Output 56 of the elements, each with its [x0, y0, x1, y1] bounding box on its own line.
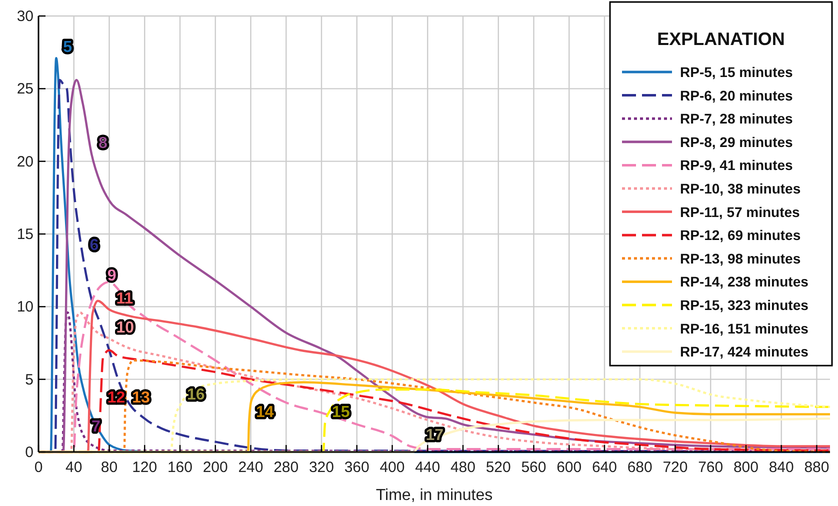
x-tick-label: 640 — [592, 459, 618, 476]
x-tick-label: 360 — [344, 459, 370, 476]
x-axis-title: Time, in minutes — [376, 487, 493, 504]
x-tick-label: 520 — [486, 459, 511, 476]
y-tick-label: 10 — [16, 298, 34, 316]
y-tick-label: 20 — [16, 153, 34, 170]
annotation: 11 — [116, 290, 134, 308]
legend-label: RP-10, 38 minutes — [680, 180, 801, 196]
annotation: 14 — [256, 404, 274, 421]
x-tick-label: 400 — [380, 459, 405, 476]
x-tick-label: 840 — [768, 459, 794, 476]
legend-label: RP-6, 20 minutes — [680, 87, 794, 104]
annotation: 10 — [116, 320, 134, 337]
y-tick-label: 30 — [16, 8, 34, 25]
annotation: 15 — [332, 404, 350, 421]
x-tick-label: 720 — [662, 459, 688, 476]
legend-label: RP-17, 424 minutes — [680, 344, 809, 360]
legend-label: RP-5, 15 minutes — [680, 64, 794, 80]
annotation: 6 — [90, 236, 99, 254]
x-tick-label: 80 — [100, 459, 118, 476]
y-tick-label: 5 — [25, 371, 34, 388]
legend-label: RP-7, 28 minutes — [680, 110, 794, 127]
y-tick-label: 25 — [16, 80, 34, 98]
legend-title: EXPLANATION — [657, 29, 785, 49]
legend-label: RP-15, 323 minutes — [680, 297, 809, 313]
x-tick-label: 680 — [627, 459, 652, 476]
x-tick-label: 600 — [556, 459, 582, 476]
x-tick-label: 560 — [521, 459, 546, 476]
legend-label: RP-9, 41 minutes — [680, 157, 794, 174]
annotation: 9 — [107, 267, 116, 284]
y-tick-label: 0 — [25, 444, 34, 461]
x-tick-label: 320 — [308, 459, 334, 476]
x-tick-label: 280 — [274, 459, 299, 476]
annotation: 17 — [426, 427, 444, 444]
x-tick-label: 760 — [698, 459, 724, 476]
legend-label: RP-11, 57 minutes — [680, 204, 800, 220]
legend-label: RP-14, 238 minutes — [680, 274, 809, 290]
x-tick-label: 40 — [66, 459, 82, 476]
x-tick-label: 160 — [167, 459, 193, 476]
x-tick-label: 880 — [804, 459, 830, 476]
x-tick-label: 240 — [238, 459, 264, 476]
x-tick-label: 200 — [202, 459, 228, 476]
x-tick-label: 440 — [415, 459, 440, 476]
x-tick-label: 800 — [733, 459, 758, 476]
annotation: 13 — [132, 389, 150, 406]
legend-label: RP-13, 98 minutes — [680, 250, 801, 266]
legend-label: RP-8, 29 minutes — [680, 134, 794, 150]
legend-label: RP-12, 69 minutes — [680, 227, 801, 244]
annotation: 5 — [63, 39, 72, 56]
annotation: 16 — [186, 386, 205, 404]
annotation: 8 — [98, 135, 108, 152]
x-tick-label: 120 — [132, 459, 158, 476]
y-tick-label: 15 — [16, 226, 34, 243]
annotation: 12 — [107, 389, 126, 406]
legend-label: RP-16, 151 minutes — [680, 320, 809, 336]
x-tick-label: 480 — [450, 459, 476, 476]
